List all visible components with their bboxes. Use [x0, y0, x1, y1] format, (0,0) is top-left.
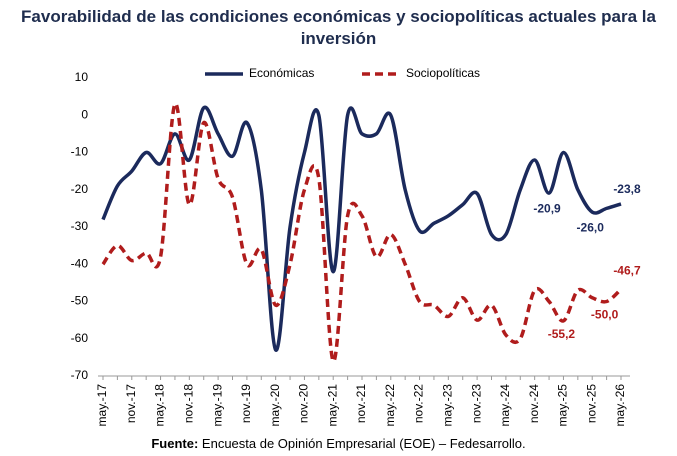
x-tick-label: may.-21 — [325, 384, 339, 427]
x-tick-label: nov.-25 — [584, 384, 598, 423]
x-tick-label: nov.-21 — [354, 384, 368, 423]
x-tick-label: may.-23 — [441, 384, 455, 427]
legend-label: Sociopolíticas — [406, 66, 480, 80]
data-label: -23,8 — [613, 182, 641, 196]
y-tick-label: -10 — [71, 145, 89, 159]
source-label: Fuente: — [151, 436, 199, 451]
y-tick-label: -50 — [71, 294, 89, 308]
x-tick-label: nov.-23 — [469, 384, 483, 423]
y-tick-label: -60 — [71, 331, 89, 345]
y-tick-label: -20 — [71, 182, 89, 196]
x-tick-label: may.-20 — [268, 384, 282, 427]
data-label: -55,2 — [548, 327, 576, 341]
y-tick-label: 0 — [81, 107, 88, 121]
x-tick-label: nov.-18 — [182, 384, 196, 423]
series-line — [101, 102, 623, 363]
x-tick-label: nov.-17 — [124, 384, 138, 423]
y-tick-label: 10 — [75, 70, 89, 84]
series-line — [101, 105, 622, 352]
source-text: Encuesta de Opinión Empresarial (EOE) – … — [201, 436, 526, 451]
x-tick-label: may.-18 — [153, 384, 167, 427]
x-tick-label: nov.-24 — [527, 384, 541, 423]
data-label: -20,9 — [533, 201, 561, 215]
x-tick-label: may.-22 — [383, 384, 397, 427]
chart: 10 0 -10 -20 -30 -40 -50 -60 -70 may.-17 nov.-17 ma… — [71, 66, 641, 427]
y-tick-label: -30 — [71, 219, 89, 233]
x-tick-label: nov.-22 — [412, 384, 426, 423]
x-tick-label: may.-19 — [210, 384, 224, 427]
x-tick-label: may.-24 — [498, 384, 512, 427]
y-tick-label: -70 — [71, 368, 89, 382]
y-tick-label: -40 — [71, 256, 89, 270]
x-tick-label: may.-17 — [95, 384, 109, 427]
x-tick-label: nov.-19 — [239, 384, 253, 423]
x-tick-label: may.-26 — [613, 384, 627, 427]
data-label: -26,0 — [577, 220, 605, 234]
legend-label: Económicas — [249, 66, 314, 80]
data-label: -46,7 — [613, 263, 641, 277]
x-tick-label: may.-25 — [556, 384, 570, 427]
chart-title: Favorabilidad de las condiciones económi… — [21, 7, 656, 48]
source: Fuente: Encuesta de Opinión Empresarial … — [0, 436, 677, 451]
data-label: -50,0 — [591, 308, 619, 322]
x-tick-label: nov.-20 — [297, 384, 311, 423]
